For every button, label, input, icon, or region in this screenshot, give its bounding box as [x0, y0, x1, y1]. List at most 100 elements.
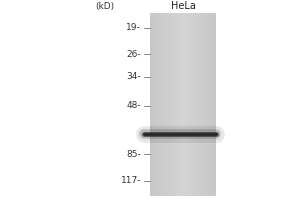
Bar: [165, 13, 166, 196]
Bar: [196, 13, 197, 196]
Bar: [178, 13, 179, 196]
Bar: [209, 13, 210, 196]
Bar: [177, 13, 178, 196]
Bar: [195, 13, 196, 196]
Text: 19-: 19-: [126, 23, 141, 32]
Bar: [194, 13, 195, 196]
Bar: [172, 13, 173, 196]
Bar: [210, 13, 211, 196]
Bar: [208, 13, 209, 196]
Bar: [156, 13, 157, 196]
Bar: [213, 13, 214, 196]
Bar: [207, 13, 208, 196]
Bar: [161, 13, 162, 196]
Text: 117-: 117-: [121, 176, 141, 185]
Bar: [201, 13, 202, 196]
Bar: [154, 13, 155, 196]
Bar: [174, 13, 175, 196]
Bar: [184, 13, 185, 196]
Bar: [169, 13, 170, 196]
Bar: [185, 13, 186, 196]
Bar: [186, 13, 187, 196]
Bar: [191, 13, 192, 196]
Bar: [179, 13, 180, 196]
Text: 34-: 34-: [126, 72, 141, 81]
Bar: [215, 13, 216, 196]
Bar: [160, 13, 161, 196]
Bar: [167, 13, 168, 196]
Bar: [198, 13, 199, 196]
Bar: [176, 13, 177, 196]
Bar: [173, 13, 174, 196]
Bar: [166, 13, 167, 196]
Bar: [159, 13, 160, 196]
Bar: [197, 13, 198, 196]
Text: 48-: 48-: [126, 101, 141, 110]
Bar: [213, 13, 214, 196]
Bar: [207, 13, 208, 196]
Bar: [174, 13, 175, 196]
Bar: [157, 13, 158, 196]
Bar: [187, 13, 188, 196]
Bar: [180, 13, 181, 196]
Bar: [214, 13, 215, 196]
Bar: [172, 13, 173, 196]
Bar: [194, 13, 195, 196]
Bar: [184, 13, 185, 196]
Bar: [150, 13, 151, 196]
Bar: [168, 13, 169, 196]
Text: (kD): (kD): [95, 2, 114, 11]
Bar: [158, 13, 159, 196]
Bar: [162, 13, 163, 196]
Bar: [200, 13, 201, 196]
Bar: [168, 13, 169, 196]
Text: 26-: 26-: [126, 50, 141, 59]
Bar: [183, 13, 184, 196]
Bar: [164, 13, 165, 196]
Text: HeLa: HeLa: [171, 1, 195, 11]
Bar: [202, 13, 203, 196]
Bar: [204, 13, 205, 196]
Bar: [170, 13, 171, 196]
Bar: [157, 13, 158, 196]
Bar: [214, 13, 215, 196]
Bar: [188, 13, 189, 196]
Bar: [190, 13, 191, 196]
Bar: [203, 13, 204, 196]
Bar: [151, 13, 152, 196]
Bar: [163, 13, 164, 196]
Bar: [175, 13, 176, 196]
Bar: [164, 13, 165, 196]
Bar: [189, 13, 190, 196]
Bar: [155, 13, 156, 196]
Bar: [203, 13, 204, 196]
Bar: [155, 13, 156, 196]
Bar: [161, 13, 162, 196]
Bar: [175, 13, 176, 196]
Bar: [198, 13, 199, 196]
Bar: [163, 13, 164, 196]
Bar: [165, 13, 166, 196]
Bar: [212, 13, 213, 196]
Bar: [209, 13, 210, 196]
Bar: [152, 13, 153, 196]
Bar: [151, 13, 152, 196]
Bar: [182, 13, 183, 196]
Bar: [199, 13, 200, 196]
Bar: [180, 13, 181, 196]
Bar: [206, 13, 207, 196]
Bar: [192, 13, 193, 196]
Bar: [202, 13, 203, 196]
Bar: [186, 13, 187, 196]
Bar: [181, 13, 182, 196]
Bar: [188, 13, 189, 196]
Bar: [197, 13, 198, 196]
Bar: [153, 13, 154, 196]
Bar: [193, 13, 194, 196]
Bar: [205, 13, 206, 196]
Bar: [192, 13, 193, 196]
Bar: [169, 13, 170, 196]
Bar: [159, 13, 160, 196]
Bar: [215, 13, 216, 196]
Text: 85-: 85-: [126, 150, 141, 159]
